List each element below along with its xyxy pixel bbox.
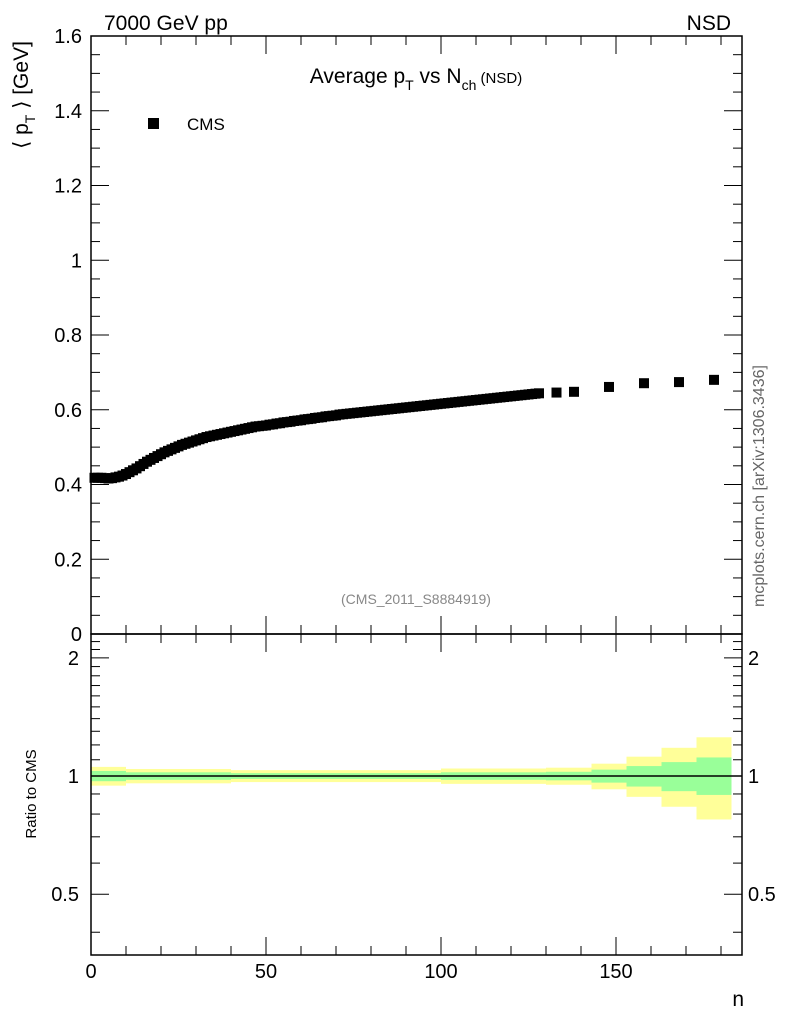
x-tick-labels: 0 50 100 150: [85, 961, 632, 983]
ratio-y-tick-label-left: 2: [68, 648, 79, 670]
mcplots-side-label: mcplots.cern.ch [arXiv:1306.3436]: [751, 365, 768, 607]
legend-marker-cms: [148, 118, 159, 129]
ratio-bands: [91, 737, 732, 820]
main-y-tick-label: 0: [71, 624, 82, 646]
cms-data-point: [551, 387, 562, 398]
ratio-y-axis-label: Ratio to CMS: [23, 749, 40, 838]
main-y-tick-label: 1.2: [54, 176, 82, 198]
ratio-y-tick-label-right: 1: [748, 766, 759, 788]
x-axis-label: n: [732, 988, 744, 1011]
ratio-y-tick-label-left: 1: [68, 766, 79, 788]
process-label: NSD: [687, 12, 731, 35]
cms-data-points: [89, 374, 719, 484]
ratio-y-tick-label-right: 0.5: [748, 884, 776, 906]
main-y-tick-label: 1.4: [54, 101, 82, 123]
main-y-ticks: [91, 35, 742, 635]
main-y-tick-labels: 0 0.2 0.4 0.6 0.8 1 1.2 1.4 1.6: [54, 26, 82, 646]
main-y-tick-label: 1.6: [54, 26, 82, 48]
ratio-y-tick-label-right: 2: [748, 648, 759, 670]
ratio-x-ticks: [90, 634, 722, 955]
cms-data-point: [534, 388, 544, 399]
cms-data-point: [674, 377, 684, 388]
ratio-y-tick-label-left: 0.5: [51, 884, 79, 906]
cms-data-point: [569, 386, 579, 397]
cms-data-point: [709, 374, 719, 385]
x-tick-label: 0: [85, 961, 96, 983]
main-x-ticks: [90, 36, 722, 634]
plot-title: Average pT vs Nch (NSD): [310, 65, 522, 93]
x-tick-label: 50: [255, 961, 277, 983]
main-y-tick-label: 0.4: [54, 475, 82, 497]
main-y-tick-label: 0.6: [54, 400, 82, 422]
energy-label: 7000 GeV pp: [104, 12, 228, 35]
main-y-tick-label: 1: [71, 250, 82, 272]
main-y-tick-label: 0.2: [54, 549, 82, 571]
main-y-tick-label: 0.8: [54, 325, 82, 347]
main-y-axis-label: ⟨ pT ⟩ [GeV]: [10, 41, 38, 149]
cms-data-point: [604, 381, 614, 392]
x-tick-label: 150: [599, 961, 632, 983]
ratio-y-tick-labels: 0.5 0.5 1 1 2 2: [51, 648, 776, 906]
analysis-watermark: (CMS_2011_S8884919): [341, 591, 491, 607]
legend-label-cms: CMS: [187, 115, 225, 134]
ratio-plot-frame: [90, 633, 743, 956]
x-tick-label: 100: [424, 961, 457, 983]
cms-data-point: [639, 378, 649, 389]
ratio-y-ticks: [91, 641, 742, 933]
